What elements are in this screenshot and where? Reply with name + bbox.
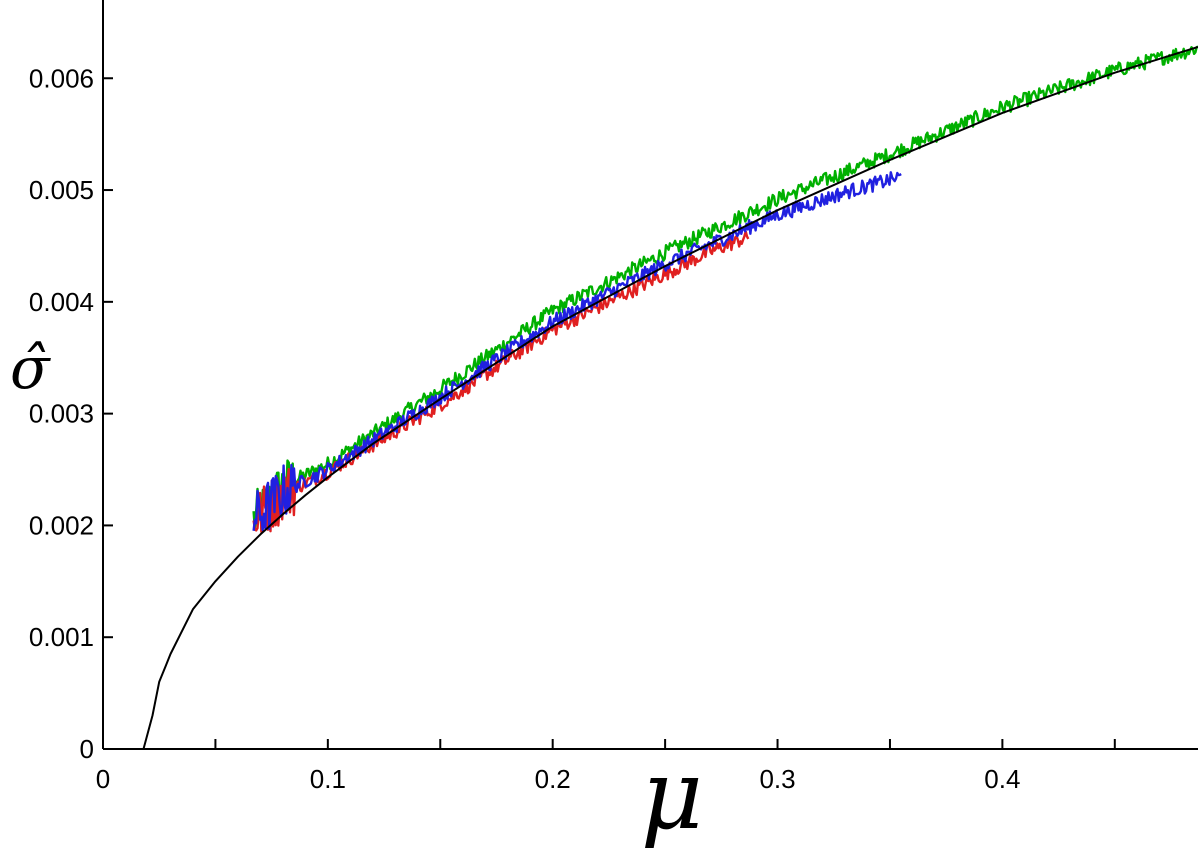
x-tick-label: 0 bbox=[96, 764, 110, 794]
y-tick-label: 0.004 bbox=[29, 287, 94, 317]
x-tick-label: 0.1 bbox=[310, 764, 346, 794]
x-tick-label: 0.4 bbox=[984, 764, 1020, 794]
y-tick-label: 0.006 bbox=[29, 63, 94, 93]
y-tick-label: 0.003 bbox=[29, 399, 94, 429]
fit-curve-line bbox=[103, 46, 1198, 750]
y-axis-label: σ̂ bbox=[10, 334, 51, 402]
y-tick-label: 0.002 bbox=[29, 510, 94, 540]
y-tick-label: 0 bbox=[80, 734, 94, 764]
y-tick-label: 0.001 bbox=[29, 622, 94, 652]
axis-ticks: 0 0.1 0.2 0.3 0.4 0 0.001 0.002 0.003 0.004 0.005 0… bbox=[29, 63, 1116, 794]
y-tick-label: 0.005 bbox=[29, 175, 94, 205]
data-series-line bbox=[252, 230, 750, 534]
data-series-line bbox=[252, 45, 1198, 533]
x-tick-label: 0.3 bbox=[759, 764, 795, 794]
plot-lines bbox=[103, 45, 1198, 750]
x-axis-label: μ bbox=[641, 739, 703, 849]
data-series-line bbox=[252, 171, 902, 532]
x-tick-label: 0.2 bbox=[535, 764, 571, 794]
